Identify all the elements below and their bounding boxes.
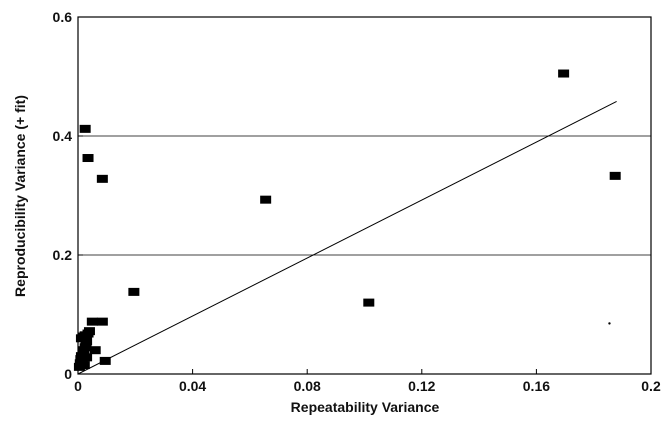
data-point-0-19 [96, 317, 108, 326]
fit-line-group [77, 101, 617, 375]
x-tick-label-1: 0.04 [179, 378, 206, 394]
data-point-0-20 [99, 356, 111, 365]
y-tick-label-3: 0.6 [53, 9, 73, 25]
data-point-0-17 [86, 317, 98, 326]
data-point-0-25 [260, 195, 272, 204]
x-axis-title: Repeatability Variance [291, 399, 440, 415]
data-point-0-27 [558, 69, 570, 78]
y-axis-title: Reproducibility Variance (+ fit) [12, 95, 28, 297]
data-point-0-28 [609, 171, 621, 180]
isolated-dot [608, 322, 611, 325]
y-tick-label-0: 0 [64, 366, 72, 382]
data-point-0-16 [83, 327, 95, 336]
gridlines [78, 135, 651, 256]
data-point-0-22 [82, 154, 94, 163]
x-tick-label-0: 0 [74, 378, 82, 394]
y-tick-label-1: 0.2 [53, 247, 73, 263]
data-point-0-26 [363, 298, 375, 307]
x-tick-label-4: 0.16 [523, 378, 550, 394]
axis-ticks: 0 0.04 0.08 0.12 0.16 0.2 0 0.2 0.4 0.6 [53, 9, 661, 394]
plot-frame [77, 16, 652, 375]
data-points [73, 69, 621, 371]
y-tick-label-2: 0.4 [53, 128, 73, 144]
fit-line [77, 101, 617, 375]
data-point-0-24 [128, 287, 140, 296]
data-point-0-21 [79, 124, 91, 133]
x-tick-label-5: 0.2 [641, 378, 661, 394]
x-tick-label-3: 0.12 [408, 378, 435, 394]
data-point-0-23 [96, 174, 108, 183]
data-point-0-14 [81, 353, 93, 362]
data-point-0-18 [89, 346, 101, 355]
x-tick-label-2: 0.08 [294, 378, 321, 394]
data-point-0-7 [78, 361, 90, 370]
